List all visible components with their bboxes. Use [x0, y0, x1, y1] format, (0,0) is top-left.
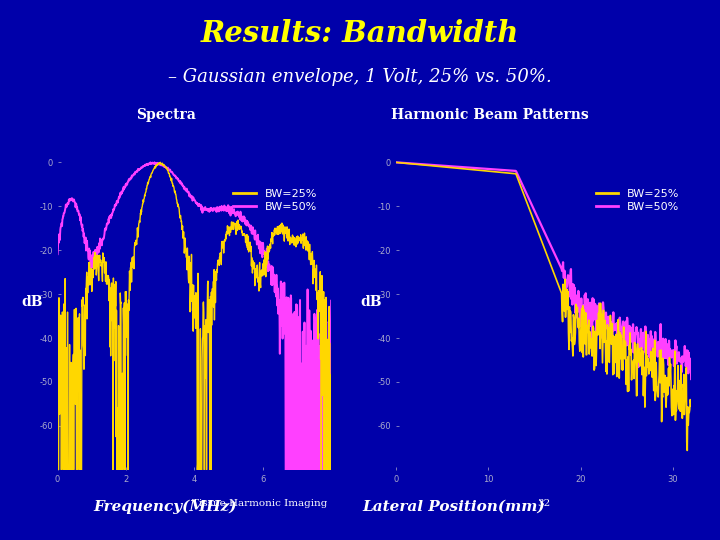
- Text: Spectra: Spectra: [135, 108, 196, 122]
- Text: Tissue Harmonic Imaging: Tissue Harmonic Imaging: [192, 500, 327, 509]
- Text: Results: Bandwidth: Results: Bandwidth: [201, 19, 519, 48]
- Legend: BW=25%, BW=50%: BW=25%, BW=50%: [593, 185, 683, 215]
- Text: – Gaussian envelope, 1 Volt, 25% vs. 50%.: – Gaussian envelope, 1 Volt, 25% vs. 50%…: [168, 68, 552, 85]
- Text: Harmonic Beam Patterns: Harmonic Beam Patterns: [391, 108, 588, 122]
- Legend: BW=25%, BW=50%: BW=25%, BW=50%: [230, 185, 320, 215]
- Text: Frequency(MHz): Frequency(MHz): [94, 500, 238, 514]
- Text: dB: dB: [360, 295, 382, 309]
- Text: Lateral Position(mm): Lateral Position(mm): [362, 500, 545, 514]
- Text: dB: dB: [22, 295, 43, 309]
- Text: 32: 32: [537, 500, 550, 509]
